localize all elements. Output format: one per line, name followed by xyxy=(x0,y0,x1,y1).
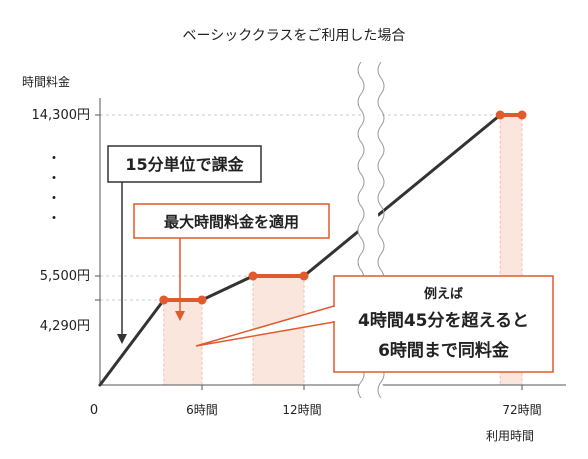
ellipsis-dot: ・ xyxy=(47,171,61,187)
y-tick-label: 14,300円 xyxy=(32,108,91,123)
ellipsis-dot: ・ xyxy=(47,191,61,207)
plateau-point xyxy=(299,271,309,281)
ellipsis-dot: ・ xyxy=(47,151,61,167)
axis-ticks xyxy=(95,114,523,390)
example-line2: 6時間まで同料金 xyxy=(378,340,510,361)
y-axis-ellipsis: ・ ・ ・ ・ xyxy=(47,151,61,227)
x-tick-label: 72時間 xyxy=(502,403,541,417)
plateau-markers xyxy=(159,110,527,305)
plateau-point xyxy=(197,295,207,305)
grid-lines xyxy=(100,114,501,301)
y-tick-label: 4,290円 xyxy=(40,319,90,334)
unit-billing-callout: 15分単位で課金 xyxy=(107,145,262,344)
plateau-point xyxy=(248,271,258,281)
plateau-point xyxy=(495,110,505,120)
x-tick-label: 12時間 xyxy=(282,403,321,417)
y-axis-label: 時間料金 xyxy=(22,74,70,89)
ellipsis-dot: ・ xyxy=(47,211,61,227)
unit-billing-text: 15分単位で課金 xyxy=(125,155,244,174)
plateau-point xyxy=(159,295,169,305)
example-head: 例えば xyxy=(424,286,463,302)
x-axis-label: 利用時間 xyxy=(486,429,534,443)
y-tick-label: 5,500円 xyxy=(40,269,90,284)
max-rate-text: 最大時間料金を適用 xyxy=(164,213,299,231)
x-tick-label: 6時間 xyxy=(186,403,218,417)
line-segment xyxy=(302,113,502,278)
example-callout: 例えば 4時間45分を超えると 6時間まで同料金 xyxy=(195,275,554,373)
plateau-point xyxy=(517,110,527,120)
max-rate-callout: 最大時間料金を適用 xyxy=(133,203,330,321)
origin-label: 0 xyxy=(90,403,98,418)
example-line1: 4時間45分を超えると xyxy=(358,310,529,331)
line-segment xyxy=(200,274,255,302)
line-segment xyxy=(98,298,166,387)
chart-title: ベーシッククラスをご利用した場合 xyxy=(183,28,406,44)
